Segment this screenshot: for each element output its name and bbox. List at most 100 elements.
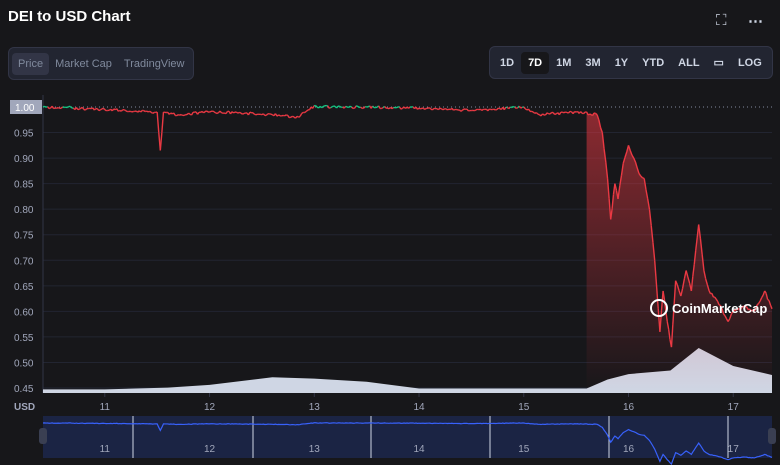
price-line-segment bbox=[479, 108, 483, 112]
price-line-segment bbox=[384, 106, 387, 109]
range-all[interactable]: ALL bbox=[678, 56, 700, 69]
price-line-segment bbox=[240, 112, 243, 115]
price-line-segment bbox=[606, 178, 610, 199]
price-line-segment bbox=[212, 110, 215, 113]
price-line-segment bbox=[662, 290, 666, 301]
price-line-segment bbox=[176, 114, 179, 117]
price-line-segment bbox=[147, 110, 150, 113]
calendar-icon[interactable]: ▭ bbox=[713, 57, 724, 69]
price-line-segment bbox=[78, 107, 82, 110]
range-1m[interactable]: 1M bbox=[556, 56, 572, 69]
price-line-segment bbox=[343, 105, 347, 109]
current-price-badge bbox=[10, 100, 42, 114]
price-line-segment bbox=[716, 300, 720, 305]
y-tick-label: 0.75 bbox=[14, 231, 34, 242]
price-line-segment bbox=[636, 167, 640, 174]
price-line-segment bbox=[673, 280, 677, 304]
navigator-tick-label: 17 bbox=[728, 444, 740, 455]
price-drop-area bbox=[586, 111, 772, 393]
price-line-segment bbox=[387, 107, 390, 110]
price-line-segment bbox=[111, 108, 115, 112]
price-line-segment bbox=[520, 106, 523, 109]
price-line-segment bbox=[633, 157, 637, 163]
y-tick-label: 0.60 bbox=[14, 307, 34, 318]
price-line-segment bbox=[378, 105, 381, 109]
price-line-segment bbox=[524, 108, 528, 111]
tab-market-cap[interactable]: Market Cap bbox=[55, 57, 112, 70]
price-line-segment bbox=[687, 276, 691, 284]
range-7d[interactable]: 7D bbox=[521, 51, 550, 74]
price-line-segment bbox=[149, 110, 152, 113]
price-line-segment bbox=[499, 107, 502, 111]
price-line-segment bbox=[146, 110, 149, 113]
price-line-segment bbox=[617, 185, 621, 200]
price-line-segment bbox=[429, 107, 432, 110]
price-line-segment bbox=[619, 174, 623, 186]
more-options-icon[interactable]: ⋯ bbox=[748, 13, 763, 30]
price-line-segment bbox=[219, 110, 223, 114]
price-line-segment bbox=[354, 105, 357, 109]
fullscreen-icon[interactable]: ⛶ bbox=[716, 12, 727, 29]
price-line-segment bbox=[183, 114, 186, 117]
price-line-segment bbox=[503, 106, 507, 111]
page-title: DEI to USD Chart bbox=[8, 8, 131, 25]
price-line-segment bbox=[262, 113, 266, 117]
price-line-segment bbox=[101, 107, 104, 110]
price-line-segment bbox=[458, 109, 462, 112]
price-line-segment bbox=[518, 105, 522, 109]
price-line-segment bbox=[461, 108, 465, 111]
price-line-segment bbox=[44, 105, 47, 108]
price-line-segment bbox=[233, 111, 236, 114]
range-1y[interactable]: 1Y bbox=[614, 56, 629, 69]
price-line-segment bbox=[203, 111, 206, 114]
range-1d[interactable]: 1D bbox=[500, 56, 515, 69]
price-line-segment bbox=[563, 111, 566, 114]
price-line-segment bbox=[200, 110, 203, 113]
price-line-segment bbox=[640, 175, 643, 179]
price-line-segment bbox=[674, 280, 679, 286]
x-tick-label: 17 bbox=[728, 402, 740, 413]
price-line-segment bbox=[420, 107, 423, 110]
price-line-segment bbox=[740, 306, 743, 310]
price-line-segment bbox=[659, 310, 663, 332]
y-tick-label: 0.50 bbox=[14, 358, 34, 369]
range-selector: 1D 7D 1M 3M 1Y YTD ALL ▭ LOG bbox=[489, 46, 773, 79]
navigator-tick-label: 13 bbox=[309, 444, 321, 455]
price-line-segment bbox=[450, 107, 453, 111]
price-line-segment bbox=[284, 114, 287, 117]
price-line-segment bbox=[150, 111, 154, 114]
price-line-segment bbox=[767, 298, 770, 302]
price-line-segment bbox=[758, 300, 761, 304]
price-line-segment bbox=[715, 298, 719, 302]
price-line-segment bbox=[417, 107, 420, 110]
range-3m[interactable]: 3M bbox=[585, 56, 601, 69]
price-line-segment bbox=[765, 293, 769, 300]
range-log[interactable]: LOG bbox=[737, 56, 762, 69]
price-line-segment bbox=[84, 108, 88, 111]
navigator-left-handle[interactable] bbox=[39, 428, 47, 444]
price-line-segment bbox=[596, 114, 600, 121]
price-line-segment bbox=[535, 112, 539, 115]
price-line-segment bbox=[447, 108, 450, 111]
price-line-segment bbox=[514, 106, 517, 109]
tab-tradingview[interactable]: TradingView bbox=[123, 57, 185, 70]
navigator-right-handle[interactable] bbox=[768, 428, 776, 444]
price-line-segment bbox=[708, 290, 712, 294]
price-line-segment bbox=[599, 127, 603, 133]
tab-price[interactable]: Price bbox=[12, 52, 50, 75]
price-line-segment bbox=[418, 107, 421, 110]
price-line-segment bbox=[614, 183, 618, 191]
navigator-line bbox=[42, 422, 773, 465]
navigator-tick-label: 15 bbox=[518, 444, 530, 455]
range-ytd[interactable]: YTD bbox=[642, 56, 665, 69]
price-line-segment bbox=[322, 105, 325, 108]
price-line-segment bbox=[189, 113, 192, 116]
price-line-segment bbox=[117, 109, 121, 112]
price-line-segment bbox=[80, 106, 83, 109]
price-line-segment bbox=[170, 112, 173, 115]
price-line-segment bbox=[645, 189, 649, 200]
price-line-segment bbox=[345, 105, 348, 108]
price-line-segment bbox=[286, 114, 289, 117]
price-line-segment bbox=[672, 303, 675, 325]
